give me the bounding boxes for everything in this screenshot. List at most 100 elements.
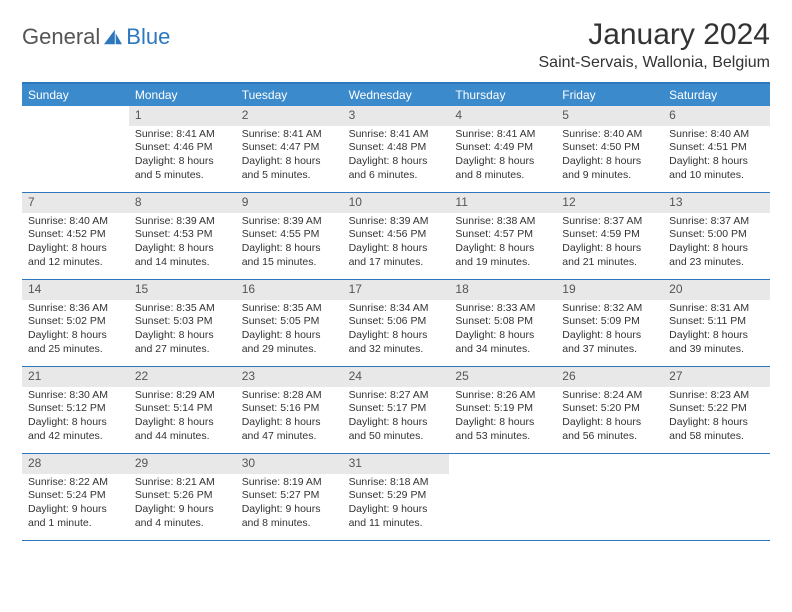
calendar-cell: 21Sunrise: 8:30 AMSunset: 5:12 PMDayligh… <box>22 367 129 453</box>
week-row: 14Sunrise: 8:36 AMSunset: 5:02 PMDayligh… <box>22 280 770 367</box>
cell-body: Sunrise: 8:28 AMSunset: 5:16 PMDaylight:… <box>236 387 343 448</box>
logo-sail-icon <box>102 28 124 46</box>
cell-line: and 32 minutes. <box>349 343 444 357</box>
cell-line: Daylight: 9 hours <box>242 503 337 517</box>
date-number: 25 <box>449 367 556 387</box>
calendar-cell: 25Sunrise: 8:26 AMSunset: 5:19 PMDayligh… <box>449 367 556 453</box>
cell-line: Daylight: 8 hours <box>455 329 550 343</box>
cell-line: Daylight: 8 hours <box>562 416 657 430</box>
cell-line: Sunrise: 8:41 AM <box>455 128 550 142</box>
cell-body <box>556 474 663 480</box>
day-header-sat: Saturday <box>663 84 770 106</box>
cell-line: Daylight: 8 hours <box>669 329 764 343</box>
cell-line: Sunset: 4:55 PM <box>242 228 337 242</box>
cell-line: Sunset: 5:12 PM <box>28 402 123 416</box>
date-number: 27 <box>663 367 770 387</box>
cell-line: Sunrise: 8:35 AM <box>242 302 337 316</box>
cell-line: and 21 minutes. <box>562 256 657 270</box>
calendar-cell: 14Sunrise: 8:36 AMSunset: 5:02 PMDayligh… <box>22 280 129 366</box>
calendar-cell: 29Sunrise: 8:21 AMSunset: 5:26 PMDayligh… <box>129 454 236 540</box>
date-number: 10 <box>343 193 450 213</box>
cell-line: and 4 minutes. <box>135 517 230 531</box>
cell-line: Sunrise: 8:19 AM <box>242 476 337 490</box>
calendar-cell <box>663 454 770 540</box>
cell-line: Sunset: 5:20 PM <box>562 402 657 416</box>
cell-line: Daylight: 8 hours <box>349 242 444 256</box>
title-block: January 2024 Saint-Servais, Wallonia, Be… <box>539 18 771 72</box>
cell-line: and 23 minutes. <box>669 256 764 270</box>
cell-line: and 25 minutes. <box>28 343 123 357</box>
date-number: 2 <box>236 106 343 126</box>
cell-body <box>22 126 129 132</box>
cell-line: Sunrise: 8:33 AM <box>455 302 550 316</box>
cell-line: Daylight: 8 hours <box>455 416 550 430</box>
cell-line: Sunset: 5:03 PM <box>135 315 230 329</box>
cell-line: Sunrise: 8:29 AM <box>135 389 230 403</box>
cell-line: and 29 minutes. <box>242 343 337 357</box>
cell-line: and 15 minutes. <box>242 256 337 270</box>
day-header-sun: Sunday <box>22 84 129 106</box>
cell-body: Sunrise: 8:35 AMSunset: 5:03 PMDaylight:… <box>129 300 236 361</box>
cell-body: Sunrise: 8:34 AMSunset: 5:06 PMDaylight:… <box>343 300 450 361</box>
date-number: 3 <box>343 106 450 126</box>
cell-line: and 8 minutes. <box>455 169 550 183</box>
cell-line: Sunset: 4:46 PM <box>135 141 230 155</box>
cell-body: Sunrise: 8:38 AMSunset: 4:57 PMDaylight:… <box>449 213 556 274</box>
calendar-cell <box>22 106 129 192</box>
day-header-wed: Wednesday <box>343 84 450 106</box>
cell-line: Sunset: 4:56 PM <box>349 228 444 242</box>
date-number: 29 <box>129 454 236 474</box>
cell-line: Daylight: 8 hours <box>455 242 550 256</box>
cell-line: Daylight: 8 hours <box>135 416 230 430</box>
date-number: 19 <box>556 280 663 300</box>
cell-body: Sunrise: 8:41 AMSunset: 4:47 PMDaylight:… <box>236 126 343 187</box>
cell-line: Sunset: 5:02 PM <box>28 315 123 329</box>
cell-line: Sunrise: 8:31 AM <box>669 302 764 316</box>
cell-body: Sunrise: 8:39 AMSunset: 4:53 PMDaylight:… <box>129 213 236 274</box>
cell-line: Sunset: 5:17 PM <box>349 402 444 416</box>
date-number: 15 <box>129 280 236 300</box>
cell-line: Sunset: 4:52 PM <box>28 228 123 242</box>
cell-line: Daylight: 8 hours <box>242 155 337 169</box>
cell-body: Sunrise: 8:27 AMSunset: 5:17 PMDaylight:… <box>343 387 450 448</box>
cell-line: Sunrise: 8:32 AM <box>562 302 657 316</box>
date-number: 14 <box>22 280 129 300</box>
cell-line: Sunset: 4:48 PM <box>349 141 444 155</box>
cell-line: and 5 minutes. <box>242 169 337 183</box>
cell-line: Sunset: 5:27 PM <box>242 489 337 503</box>
cell-line: and 37 minutes. <box>562 343 657 357</box>
day-header-row: Sunday Monday Tuesday Wednesday Thursday… <box>22 84 770 106</box>
cell-line: Sunrise: 8:41 AM <box>135 128 230 142</box>
cell-line: and 27 minutes. <box>135 343 230 357</box>
cell-line: Sunset: 5:14 PM <box>135 402 230 416</box>
cell-line: and 50 minutes. <box>349 430 444 444</box>
cell-body: Sunrise: 8:41 AMSunset: 4:48 PMDaylight:… <box>343 126 450 187</box>
cell-line: and 9 minutes. <box>562 169 657 183</box>
cell-line: Sunset: 5:19 PM <box>455 402 550 416</box>
date-number: 1 <box>129 106 236 126</box>
cell-line: and 12 minutes. <box>28 256 123 270</box>
cell-line: Sunset: 4:47 PM <box>242 141 337 155</box>
cell-body: Sunrise: 8:37 AMSunset: 5:00 PMDaylight:… <box>663 213 770 274</box>
calendar-cell: 22Sunrise: 8:29 AMSunset: 5:14 PMDayligh… <box>129 367 236 453</box>
cell-body: Sunrise: 8:31 AMSunset: 5:11 PMDaylight:… <box>663 300 770 361</box>
cell-line: Sunset: 4:49 PM <box>455 141 550 155</box>
cell-line: Sunrise: 8:24 AM <box>562 389 657 403</box>
cell-line: Daylight: 8 hours <box>349 155 444 169</box>
cell-line: Sunset: 4:53 PM <box>135 228 230 242</box>
cell-line: and 5 minutes. <box>135 169 230 183</box>
cell-line: Daylight: 8 hours <box>349 416 444 430</box>
calendar-cell: 11Sunrise: 8:38 AMSunset: 4:57 PMDayligh… <box>449 193 556 279</box>
cell-line: Daylight: 8 hours <box>562 155 657 169</box>
cell-line: Sunrise: 8:21 AM <box>135 476 230 490</box>
cell-line: Sunset: 4:51 PM <box>669 141 764 155</box>
cell-body: Sunrise: 8:36 AMSunset: 5:02 PMDaylight:… <box>22 300 129 361</box>
cell-line: and 6 minutes. <box>349 169 444 183</box>
calendar-cell: 13Sunrise: 8:37 AMSunset: 5:00 PMDayligh… <box>663 193 770 279</box>
date-number: 8 <box>129 193 236 213</box>
cell-line: Daylight: 8 hours <box>455 155 550 169</box>
cell-line: and 44 minutes. <box>135 430 230 444</box>
cell-line: and 19 minutes. <box>455 256 550 270</box>
cell-line: and 10 minutes. <box>669 169 764 183</box>
cell-line: Sunrise: 8:38 AM <box>455 215 550 229</box>
